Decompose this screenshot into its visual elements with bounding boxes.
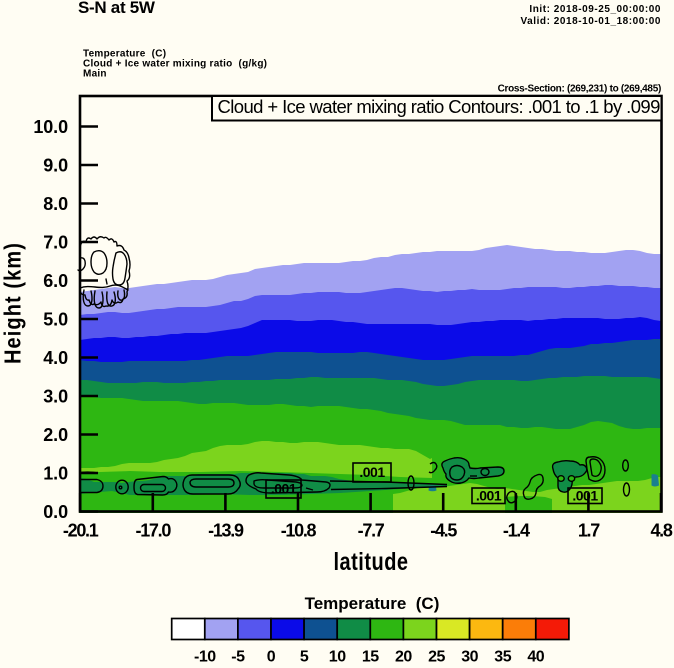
svg-text:7.0: 7.0 xyxy=(43,232,68,252)
svg-text:4.8: 4.8 xyxy=(650,521,672,541)
svg-text:10.0: 10.0 xyxy=(33,117,68,137)
svg-text:.001: .001 xyxy=(359,464,385,480)
svg-text:-20.1: -20.1 xyxy=(63,521,99,541)
svg-text:35: 35 xyxy=(494,649,511,666)
svg-text:Cross-Section: (269,231) to (2: Cross-Section: (269,231) to (269,485) xyxy=(498,84,661,95)
svg-text:Valid: 2018-10-01_18:00:00: Valid: 2018-10-01_18:00:00 xyxy=(521,16,662,27)
svg-text:-5: -5 xyxy=(231,649,245,666)
svg-text:8.0: 8.0 xyxy=(43,194,68,214)
svg-text:-1.4: -1.4 xyxy=(503,521,530,541)
svg-text:-4.5: -4.5 xyxy=(430,521,457,541)
svg-text:20: 20 xyxy=(395,649,412,666)
svg-text:10: 10 xyxy=(329,649,346,666)
svg-text:-7.7: -7.7 xyxy=(358,521,385,541)
svg-text:3.0: 3.0 xyxy=(43,386,68,406)
svg-text:Temperature (C): Temperature (C) xyxy=(83,49,166,60)
svg-text:-17.0: -17.0 xyxy=(136,521,172,541)
svg-text:5: 5 xyxy=(300,649,309,666)
svg-text:.001: .001 xyxy=(476,487,502,503)
svg-text:-10.8: -10.8 xyxy=(281,521,317,541)
svg-text:25: 25 xyxy=(428,649,445,666)
svg-text:.001: .001 xyxy=(572,487,598,503)
svg-text:40: 40 xyxy=(527,649,544,666)
svg-text:-13.9: -13.9 xyxy=(208,521,244,541)
svg-text:latitude: latitude xyxy=(333,548,408,576)
svg-text:30: 30 xyxy=(461,649,478,666)
svg-text:0: 0 xyxy=(267,649,276,666)
svg-text:.001: .001 xyxy=(271,481,297,497)
svg-text:Cloud + Ice water mixing ratio: Cloud + Ice water mixing ratio (g/kg) xyxy=(83,59,267,70)
svg-text:Main: Main xyxy=(83,69,107,80)
svg-text:S-N at 5W: S-N at 5W xyxy=(78,0,156,17)
svg-text:9.0: 9.0 xyxy=(43,155,68,175)
svg-text:Height (km): Height (km) xyxy=(0,242,26,364)
svg-text:Temperature (C): Temperature (C) xyxy=(305,594,440,613)
svg-text:6.0: 6.0 xyxy=(43,271,68,291)
svg-text:Init: 2018-09-25_00:00:00: Init: 2018-09-25_00:00:00 xyxy=(529,4,661,15)
svg-text:-10: -10 xyxy=(194,649,216,666)
svg-text:5.0: 5.0 xyxy=(43,309,68,329)
svg-text:0.0: 0.0 xyxy=(43,502,68,522)
svg-text:4.0: 4.0 xyxy=(43,348,68,368)
svg-text:1.0: 1.0 xyxy=(43,463,68,483)
svg-text:2.0: 2.0 xyxy=(43,425,68,445)
svg-text:Cloud + Ice water mixing ratio: Cloud + Ice water mixing ratio Contours:… xyxy=(218,96,661,117)
svg-text:15: 15 xyxy=(362,649,379,666)
svg-text:1.7: 1.7 xyxy=(578,521,600,541)
